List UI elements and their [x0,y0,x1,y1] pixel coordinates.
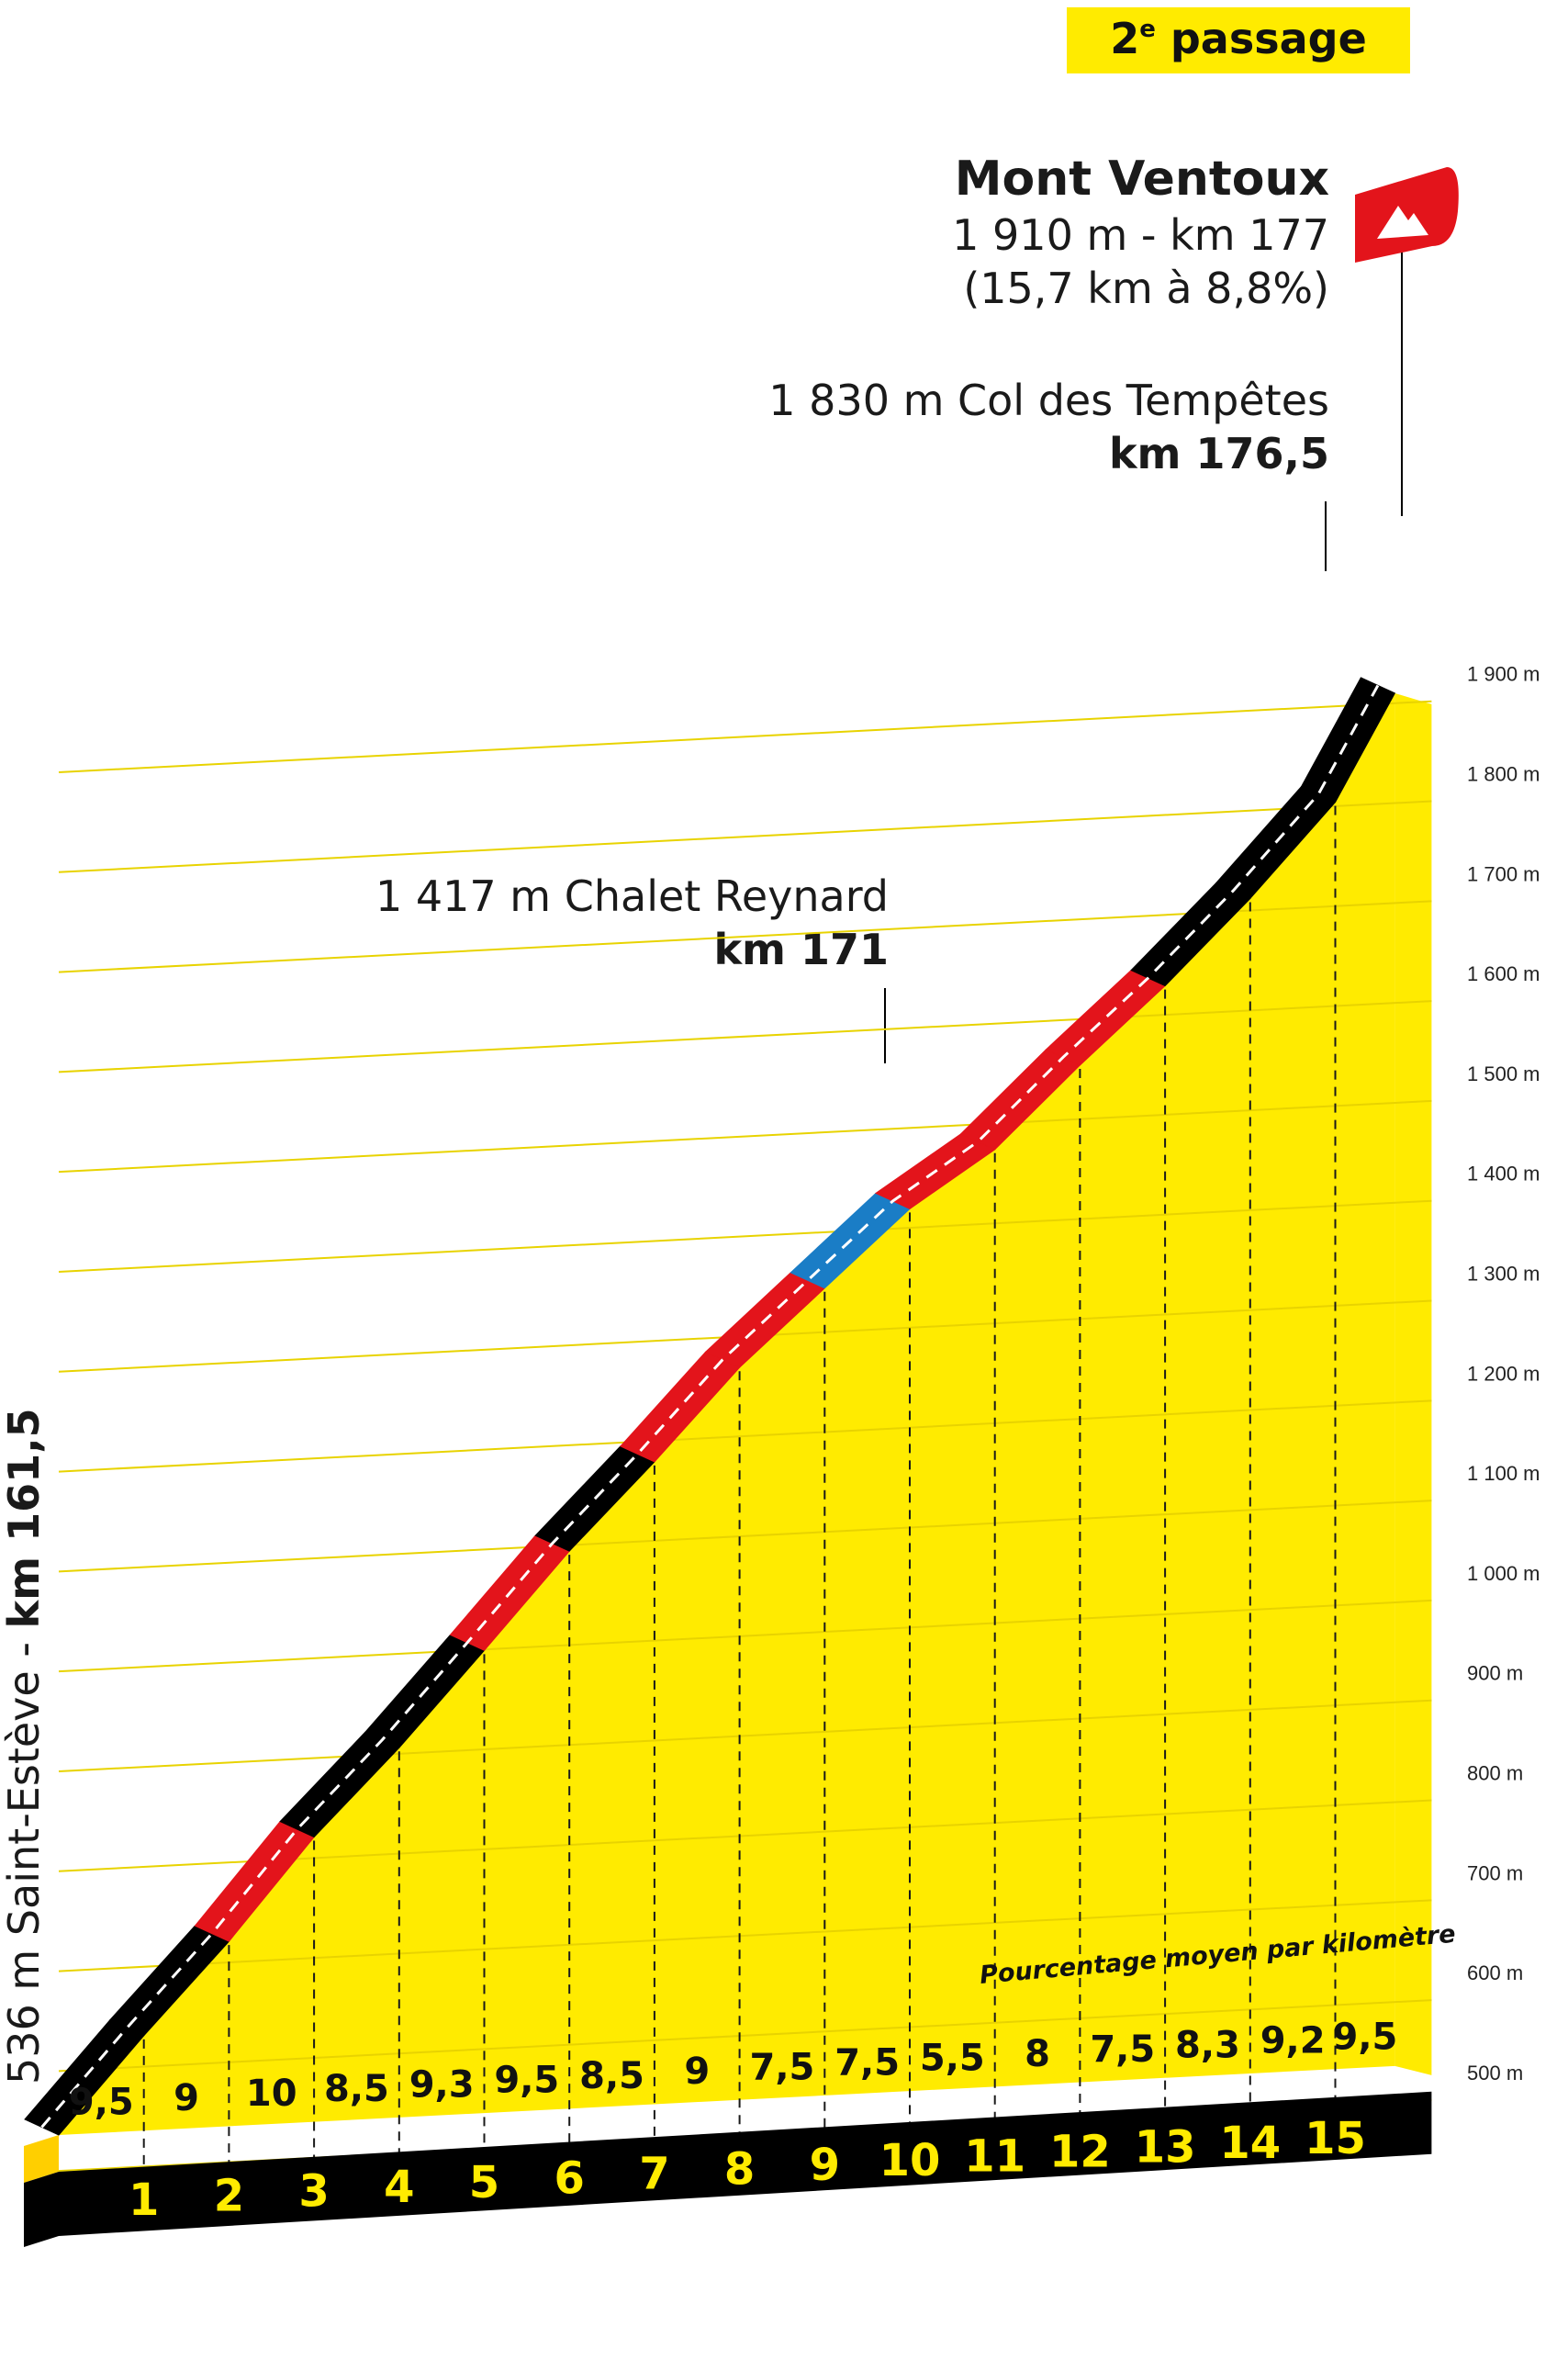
y-tick-label: 1 700 m [1467,862,1540,885]
chalet-reynard-km: km 171 [713,925,889,974]
km-band: 1 2 3 4 5 6 7 8 9 10 11 12 13 14 159,5 9 10 8,5 9,3 9,5 8,5 9… [24,2016,1432,2247]
gradient-label: 8,3 [1175,2024,1240,2066]
km-marker: 7 [639,2148,669,2199]
gradient-label: 8 [1025,2033,1050,2075]
summit-label: Mont Ventoux 1 910 m - km 177 (15,7 km à… [952,152,1329,313]
gradient-label: 9,2 [1260,2020,1326,2062]
passage-badge: 2e passage [1067,7,1410,73]
km-marker: 15 [1305,2113,1366,2164]
km-dividers [142,805,1337,2168]
y-gridline [58,1599,1432,1673]
gradient-label: 8,5 [579,2055,644,2097]
gradient-label: 9,5 [69,2082,134,2124]
km-marker: 3 [298,2166,329,2218]
col-tempetes-label: 1 830 m Col des Tempêtes km 176,5 [768,376,1329,571]
summit-flag-icon [1355,167,1459,516]
km-marker: 1 [129,2174,159,2226]
profile-side-face [1394,692,1432,2075]
km-marker: 12 [1049,2127,1111,2178]
y-tick-label: 1 300 m [1467,1263,1540,1286]
road-segment [1300,677,1396,803]
gradient-label: 9 [174,2077,199,2119]
gradient-label: 9,5 [494,2060,559,2102]
y-gridline [58,1099,1432,1174]
km-marker: 13 [1135,2122,1196,2174]
y-gridline [58,1000,1432,1073]
summit-altitude-km: 1 910 m - km 177 [952,210,1329,260]
gradient-label: 5,5 [920,2038,985,2080]
km-marker: 11 [964,2130,1025,2182]
chalet-reynard-label: 1 417 m Chalet Reynard km 171 [375,871,889,1063]
y-tick-label: 1 600 m [1467,962,1540,985]
gradient-label: 9,3 [409,2063,475,2106]
y-tick-label: 1 400 m [1467,1163,1540,1186]
km-marker: 4 [384,2162,414,2213]
y-tick-label: 1 000 m [1467,1562,1540,1585]
y-tick-label: 500 m [1467,2062,1523,2084]
y-gridline [58,1199,1432,1273]
y-tick-label: 600 m [1467,1961,1523,1984]
gradient-label: 8,5 [324,2068,389,2110]
y-gridline [58,1500,1432,1573]
y-gridline [58,1699,1432,1772]
y-tick-label: 1 500 m [1467,1062,1540,1085]
gradient-label: 9,5 [1333,2016,1398,2058]
summit-name: Mont Ventoux [955,152,1329,207]
profile-fill [24,692,1432,2183]
y-gridline [58,800,1432,873]
y-gridline [58,700,1432,773]
y-tick-label: 700 m [1467,1861,1523,1884]
summit-flag [1355,167,1459,263]
profile-front-face [59,692,1395,2135]
km-marker: 10 [879,2135,941,2186]
y-gridline [58,1899,1432,1972]
km-band-front [59,2091,1432,2236]
road-ribbon [24,677,1396,2136]
gradient-label: 9 [684,2051,710,2093]
gradient-label: 7,5 [750,2046,815,2088]
passage-badge-bg [1067,7,1410,73]
km-marker: 6 [554,2152,584,2204]
profile-start-block [24,2135,59,2183]
summit-climb-stats: (15,7 km à 8,8%) [963,264,1329,313]
y-axis: 500 m 600 m 700 m 800 m 900 m 1 000 m 1 100 m 1… [58,663,1540,2173]
y-tick-label: 1 100 m [1467,1462,1540,1485]
km-marker: 5 [469,2157,499,2208]
km-marker: 8 [724,2144,755,2196]
km-marker: 9 [810,2140,840,2191]
passage-badge-text: 2e passage [1110,14,1367,63]
gradient-label: 7,5 [1090,2028,1155,2071]
km-band-side [24,2172,59,2247]
y-tick-label: 800 m [1467,1762,1523,1785]
gradient-label: 7,5 [834,2042,900,2084]
y-tick-label: 1 900 m [1467,663,1540,686]
km-marker: 14 [1219,2118,1281,2169]
col-tempetes-name: 1 830 m Col des Tempêtes [768,376,1329,425]
road-centreline [40,684,1380,2129]
start-label: 536 m Saint-Estève - km 161,5 [0,1408,49,2084]
y-gridline [58,1999,1432,2073]
y-tick-label: 900 m [1467,1662,1523,1685]
chalet-reynard-name: 1 417 m Chalet Reynard [375,871,889,921]
y-gridline [58,1399,1432,1473]
y-tick-label: 1 200 m [1467,1362,1540,1385]
mountain-glyph [1377,206,1428,239]
y-tick-label: 1 800 m [1467,763,1540,786]
km-marker: 2 [214,2170,244,2221]
col-tempetes-km: km 176,5 [1109,429,1329,478]
gradient-label: 10 [246,2073,297,2115]
